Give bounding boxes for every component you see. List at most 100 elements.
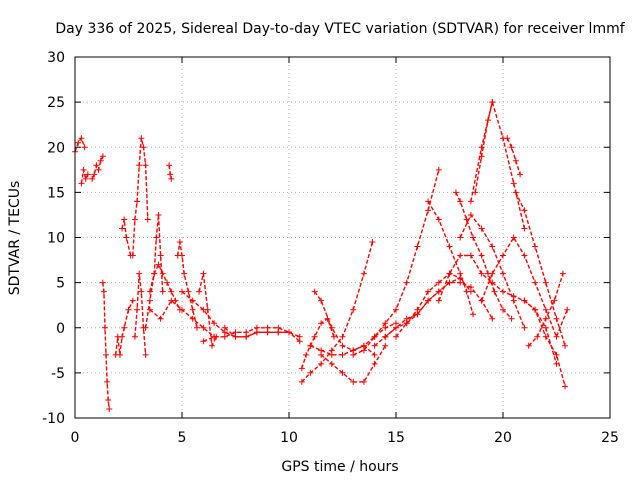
data-point (532, 243, 539, 250)
data-point (116, 351, 123, 358)
data-point (452, 189, 459, 196)
data-point (146, 306, 153, 313)
data-point (168, 288, 175, 295)
grid-lines (75, 57, 610, 418)
data-point (136, 162, 143, 169)
data-point (82, 175, 89, 182)
series-arc-23 (350, 166, 442, 358)
y-axis-label: SDTVAR / TECUs (7, 181, 23, 296)
data-point (101, 324, 108, 331)
series-line (374, 277, 461, 347)
data-point (504, 135, 511, 142)
data-point (307, 342, 314, 349)
series-arc-31 (467, 99, 528, 232)
series-arc-30 (435, 252, 560, 367)
data-point (371, 342, 378, 349)
data-point (521, 252, 528, 259)
data-point (318, 297, 325, 304)
data-point (350, 351, 357, 358)
data-point (105, 396, 112, 403)
data-point (204, 306, 211, 313)
y-tick-label: 20 (47, 140, 65, 156)
data-point (189, 306, 196, 313)
data-point (159, 270, 166, 277)
data-point (330, 333, 337, 340)
y-tick-label: 10 (47, 231, 65, 247)
data-point (457, 270, 464, 277)
data-point (435, 288, 442, 295)
data-point (491, 288, 498, 295)
data-point (311, 333, 318, 340)
series-line (470, 99, 526, 229)
data-point (521, 297, 528, 304)
series-arc-08 (131, 270, 149, 358)
data-point (129, 252, 136, 259)
data-point (95, 166, 102, 173)
data-point (542, 306, 549, 313)
data-point (328, 360, 335, 367)
data-point (553, 333, 560, 340)
axis-ticks: 0 5 10 15 20 25 -10 -5 0 5 10 15 20 25 30 (42, 50, 619, 446)
series-arc-36 (525, 270, 566, 349)
data-point (414, 311, 421, 318)
data-point (166, 162, 173, 169)
data-point (489, 99, 496, 106)
data-point (119, 225, 126, 232)
data-point (131, 333, 138, 340)
series-line (301, 241, 374, 383)
data-point (472, 189, 479, 196)
data-point (425, 198, 432, 205)
data-series-layer (72, 99, 571, 412)
data-point (328, 351, 335, 358)
series-line (149, 262, 181, 311)
series-line (395, 281, 493, 338)
x-tick-label: 0 (71, 430, 80, 446)
data-point (371, 333, 378, 340)
data-point (489, 243, 496, 250)
series-line (132, 138, 149, 256)
data-point (551, 297, 558, 304)
data-point (467, 252, 474, 259)
series-arc-09 (142, 211, 166, 331)
data-point (99, 279, 106, 286)
data-point (435, 166, 442, 173)
series-arc-04 (99, 279, 113, 412)
data-point (121, 216, 128, 223)
data-point (521, 324, 528, 331)
data-point (517, 171, 524, 178)
data-point (457, 234, 464, 241)
data-point (508, 315, 515, 322)
y-tick-label: -5 (51, 366, 65, 382)
data-point (467, 284, 474, 291)
data-point (136, 270, 143, 277)
data-point (559, 270, 566, 277)
data-point (369, 239, 376, 246)
series-line (224, 327, 301, 342)
data-point (467, 211, 474, 218)
series-line (438, 254, 558, 365)
y-tick-label: 25 (47, 95, 65, 111)
data-point (99, 153, 106, 160)
data-point (78, 135, 85, 142)
x-tick-label: 20 (494, 430, 512, 446)
data-point (275, 329, 282, 336)
data-point (103, 351, 110, 358)
data-point (164, 279, 171, 286)
x-tick-label: 10 (280, 430, 298, 446)
data-point (463, 288, 470, 295)
data-point (146, 288, 153, 295)
data-point (457, 198, 464, 205)
data-point (425, 207, 432, 214)
data-point (425, 297, 432, 304)
y-tick-label: 30 (47, 50, 65, 66)
data-point (303, 351, 310, 358)
data-point (562, 383, 569, 390)
data-point (403, 279, 410, 286)
data-point (168, 297, 175, 304)
data-point (140, 144, 147, 151)
data-point (542, 324, 549, 331)
data-point (298, 365, 305, 372)
data-point (393, 306, 399, 313)
data-point (185, 288, 192, 295)
data-point (78, 180, 85, 187)
